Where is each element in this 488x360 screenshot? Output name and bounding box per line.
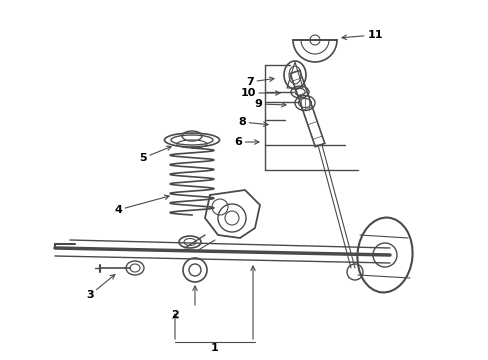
Text: 9: 9: [254, 99, 285, 109]
Text: 7: 7: [245, 77, 273, 87]
Text: 6: 6: [234, 137, 259, 147]
Text: 8: 8: [238, 117, 267, 127]
Text: 1: 1: [211, 343, 219, 353]
Text: 5: 5: [139, 146, 171, 163]
Text: 10: 10: [240, 88, 280, 98]
Text: 2: 2: [171, 310, 179, 320]
Text: 4: 4: [114, 195, 169, 215]
Text: 11: 11: [341, 30, 382, 40]
Text: 3: 3: [86, 275, 115, 300]
